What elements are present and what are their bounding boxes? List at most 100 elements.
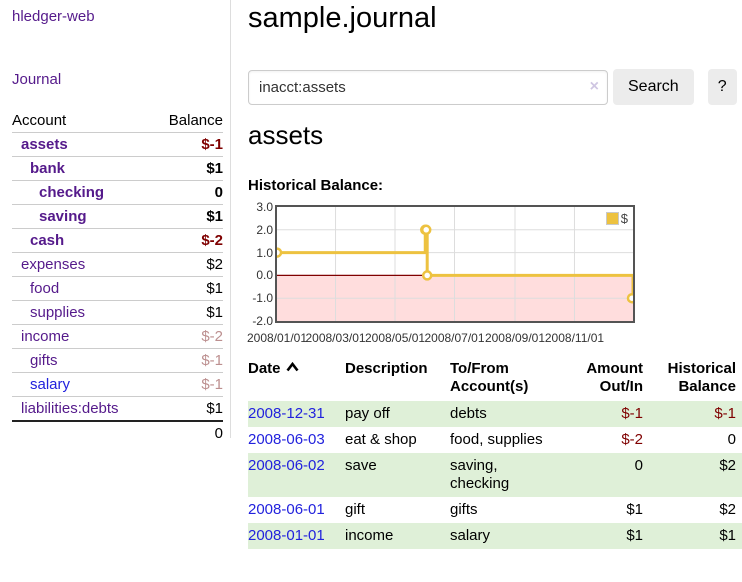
account-row: liabilities:debts $1 [12,396,223,420]
register-row: 2008-06-02 save saving, checking 0 $2 [248,453,742,497]
account-balance: $1 [206,400,223,417]
clear-search-icon[interactable]: × [589,77,599,95]
search-form: × Search ? [248,69,737,105]
transaction-balance: $1 [719,527,736,544]
y-tick-label: 3.0 [256,200,273,214]
historical-balance-chart: $ 3.0 2.0 1.0 0.0 -1.0 -2.0 2008/01/01 2008/03… [247,201,742,353]
transaction-amount: $1 [626,527,643,544]
transaction-description: save [345,457,377,474]
transaction-accounts: gifts [450,501,478,518]
account-row: saving $1 [12,204,223,228]
transaction-amount: $-2 [621,431,643,448]
account-link-income[interactable]: income [21,328,70,345]
transaction-accounts: salary [450,527,491,544]
account-row: salary $-1 [12,372,223,396]
transaction-balance: $2 [719,501,736,518]
chart-series-svg [277,207,633,321]
account-row: bank $1 [12,156,223,180]
balance-header: Historical Balance [667,360,736,395]
account-link-supplies[interactable]: supplies [30,304,86,321]
account-link-food[interactable]: food [30,280,60,297]
account-balance: $-1 [201,352,223,369]
transaction-balance: 0 [727,431,736,448]
account-row: income $-2 [12,324,223,348]
account-balance: $1 [206,280,223,297]
register-header-row: Date Description To/From Account(s) Amou… [248,358,742,401]
y-tick-label: -2.0 [252,314,273,328]
amount-header: Amount Out/In [586,360,643,395]
x-tick-label: 2008/03/01 [305,331,366,345]
transaction-accounts: debts [450,405,487,422]
page-title: sample.journal [248,2,437,34]
account-row: assets $-1 [12,132,223,156]
legend-swatch-icon [605,212,619,225]
transaction-amount: 0 [634,457,643,474]
account-row: cash $-2 [12,228,223,252]
account-heading: assets [248,120,324,150]
transaction-date-link[interactable]: 2008-06-03 [248,431,325,448]
account-row: food $1 [12,276,223,300]
accounts-total: 0 [214,425,223,442]
transaction-description: eat & shop [345,431,417,448]
transaction-date-link[interactable]: 2008-06-02 [248,457,325,474]
help-button[interactable]: ? [707,69,737,105]
account-balance: $1 [206,304,223,321]
transaction-date-link[interactable]: 2008-12-31 [248,405,325,422]
y-tick-label: -1.0 [252,291,273,306]
account-link-expenses[interactable]: expenses [21,256,86,273]
account-link-assets[interactable]: assets [21,136,68,153]
account-row: checking 0 [12,180,223,204]
legend-label: $ [620,211,628,226]
register-row: 2008-12-31 pay off debts $-1 $-1 [248,401,742,427]
x-tick-label: 2008/09/01 [484,331,545,345]
transaction-date-link[interactable]: 2008-06-01 [248,501,325,518]
search-input-wrap: × [248,69,608,105]
account-row: supplies $1 [12,300,223,324]
x-tick-label: 2008/07/01 [424,331,485,345]
y-tick-label: 2.0 [256,222,273,237]
transaction-accounts: food, supplies [450,431,543,448]
x-tick-label: 2008/11/01 [544,331,605,345]
search-input[interactable] [248,69,608,105]
sort-ascending-icon [285,362,299,372]
account-balance: 0 [214,184,223,201]
account-link-liabilities-debts[interactable]: liabilities:debts [21,400,119,417]
accounts-table-header: Account Balance [12,109,223,132]
chart-legend: $ [603,210,630,227]
accounts-total-row: 0 [12,420,223,445]
account-row: expenses $2 [12,252,223,276]
sidebar: hledger-web Journal Account Balance asse… [0,0,231,442]
account-balance: $-2 [201,232,223,249]
account-balance: $-2 [201,328,223,345]
transaction-amount: $-1 [621,405,643,422]
journal-link[interactable]: Journal [12,71,62,88]
transaction-date-link[interactable]: 2008-01-01 [248,527,325,544]
y-tick-label: 0.0 [256,268,273,283]
app-title-link[interactable]: hledger-web [12,8,95,25]
main-content: sample.journal × Search ? assets Histori… [247,0,742,582]
x-tick-label: 2008/05/01 [364,331,426,345]
account-balance: $-1 [201,136,223,153]
account-row: gifts $-1 [12,348,223,372]
register-table: Date Description To/From Account(s) Amou… [248,358,742,549]
x-tick-label: 2008/01/01 [246,331,308,345]
account-link-gifts[interactable]: gifts [30,352,58,369]
account-link-saving[interactable]: saving [39,208,87,225]
account-link-checking[interactable]: checking [39,184,105,201]
description-header: Description [345,360,428,377]
account-link-cash[interactable]: cash [30,232,65,249]
y-tick-label: 1.0 [256,245,273,260]
search-button[interactable]: Search [613,69,694,105]
transaction-amount: $1 [626,501,643,518]
transaction-accounts: saving, checking [450,457,510,492]
sort-by-date-header[interactable]: Date [248,358,345,401]
account-balance: $2 [206,256,223,273]
account-link-salary[interactable]: salary [30,376,71,393]
transaction-description: income [345,527,394,544]
date-header-label: Date [248,360,281,377]
account-link-bank[interactable]: bank [30,160,66,177]
register-row: 2008-06-01 gift gifts $1 $2 [248,497,742,523]
register-row: 2008-01-01 income salary $1 $1 [248,523,742,549]
transaction-balance: $-1 [714,405,736,422]
chart-plot: $ [275,205,635,323]
